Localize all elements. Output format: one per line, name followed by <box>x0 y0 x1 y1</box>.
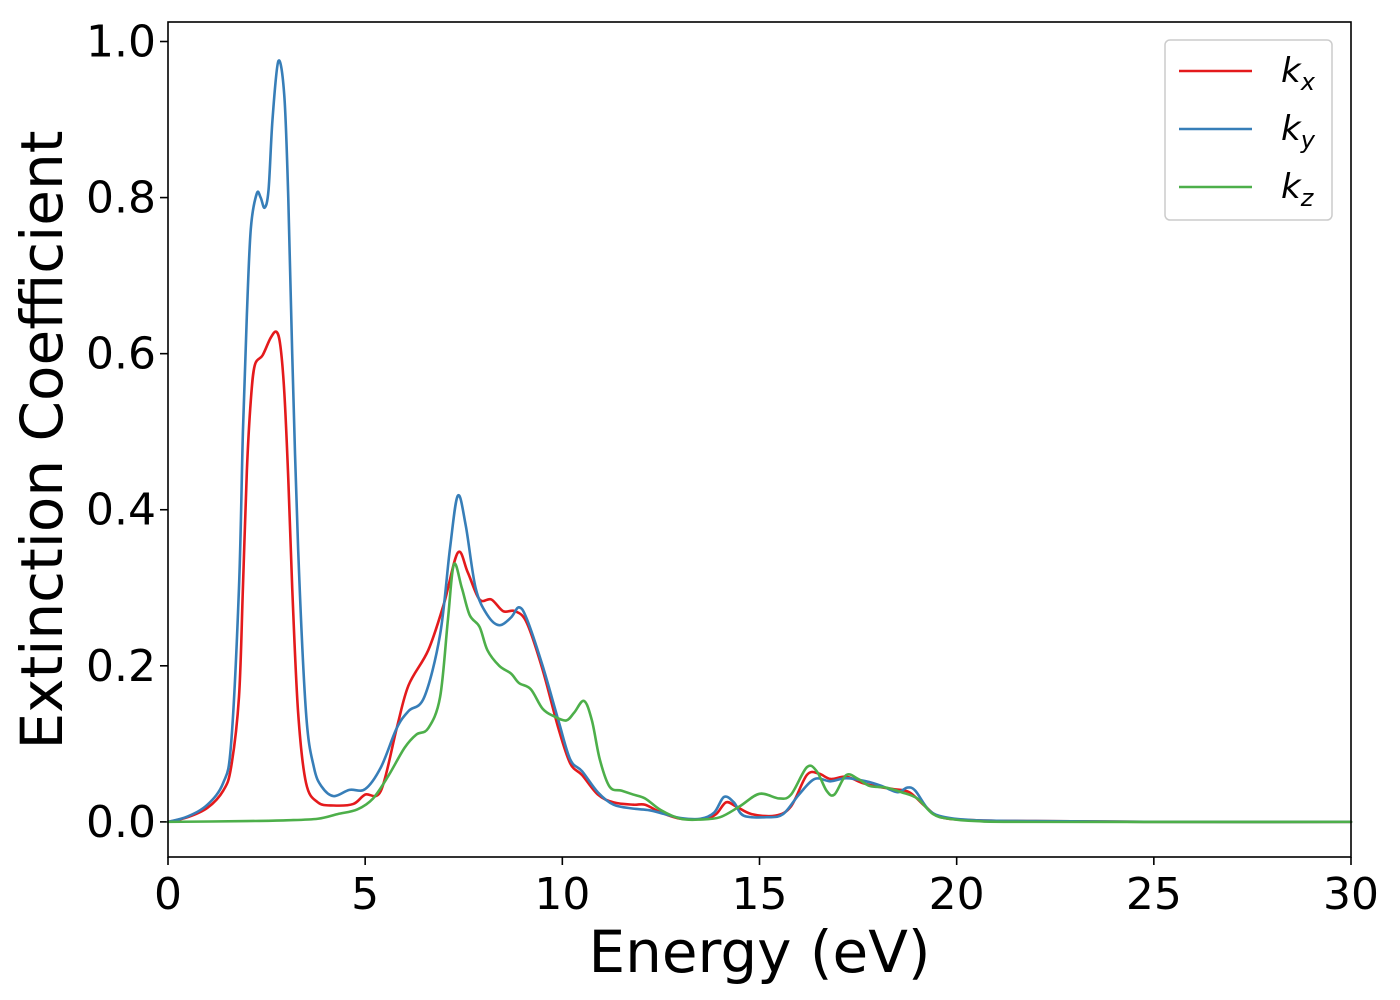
y-tick-label: 0.2 <box>86 641 156 692</box>
legend-label-ky: ky <box>1281 109 1316 154</box>
y-axis-title: Extinction Coefficient <box>8 131 76 750</box>
y-tick-label: 0.0 <box>86 797 156 848</box>
x-tick-label: 5 <box>351 869 379 920</box>
series-line-kx <box>166 330 1353 824</box>
x-tick-label: 25 <box>1126 869 1182 920</box>
x-tick-label: 10 <box>534 869 590 920</box>
x-axis-ticks: 0 5 10 15 20 25 30 <box>154 857 1379 920</box>
x-tick-label: 30 <box>1323 869 1379 920</box>
y-tick-label: 1.0 <box>86 17 156 68</box>
plot-frame <box>167 21 1352 858</box>
y-tick-label: 0.8 <box>86 173 156 224</box>
x-tick-label: 20 <box>929 869 985 920</box>
x-tick-label: 0 <box>154 869 182 920</box>
legend-label-kx: kx <box>1281 51 1316 96</box>
series-line-ky <box>166 59 1353 824</box>
series-line-kz <box>166 562 1353 824</box>
x-tick-label: 15 <box>732 869 788 920</box>
legend-label-kz: kz <box>1281 167 1315 212</box>
series-lines <box>166 59 1353 824</box>
x-axis-title: Energy (eV) <box>588 918 930 986</box>
y-tick-label: 0.6 <box>86 329 156 380</box>
y-tick-label: 0.4 <box>86 485 156 536</box>
legend: kx ky kz <box>1164 39 1333 221</box>
y-axis-ticks: 0.0 0.2 0.4 0.6 0.8 1.0 <box>86 17 168 848</box>
